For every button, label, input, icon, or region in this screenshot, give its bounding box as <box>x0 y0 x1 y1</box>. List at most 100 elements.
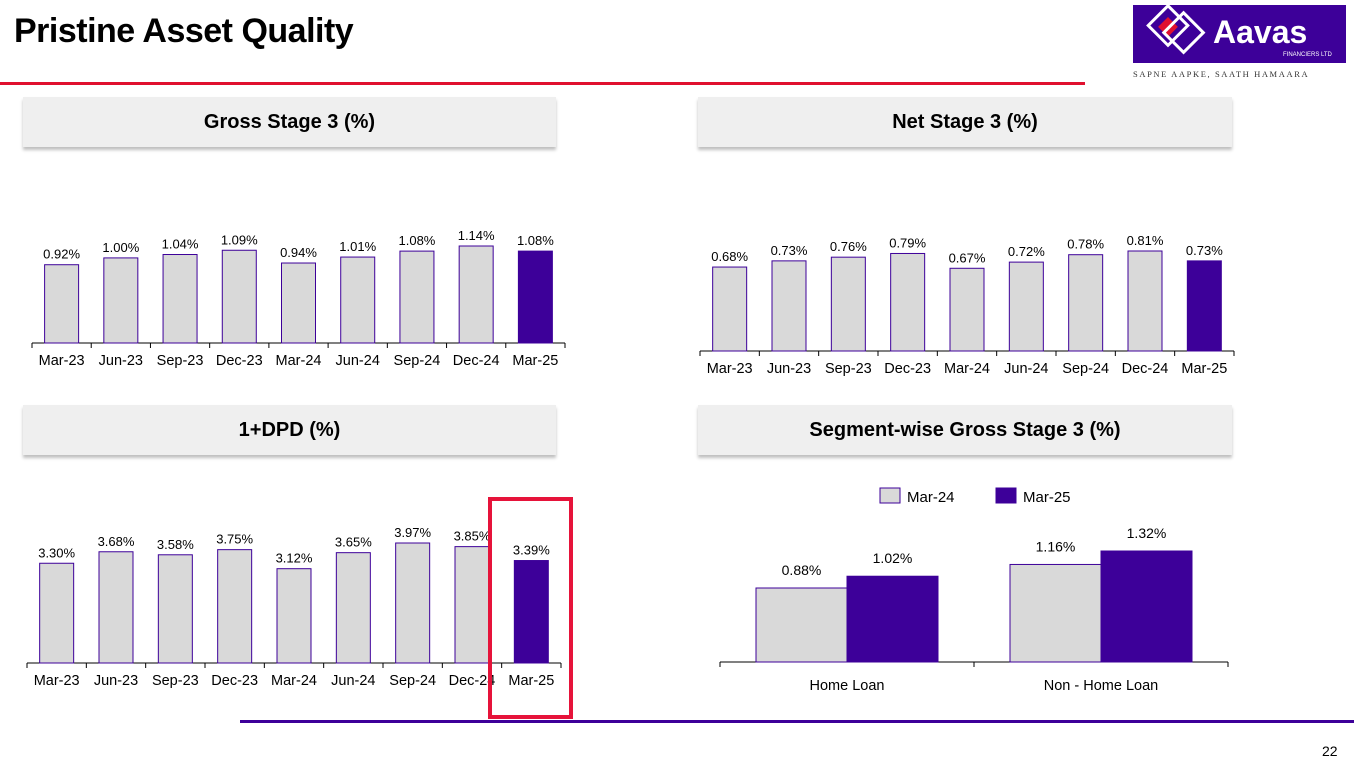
dpd-bar <box>454 546 490 664</box>
panel-header-net-stage3: Net Stage 3 (%) <box>698 97 1232 147</box>
dpd-tick-label: Jun-24 <box>331 673 375 689</box>
gross-data-label: 1.01% <box>339 239 376 254</box>
page-number: 22 <box>1322 743 1338 759</box>
segment-category-label: Non - Home Loan <box>1044 678 1158 694</box>
gross-tick-label: Jun-24 <box>336 353 380 369</box>
aavas-logo-icon: Aavas FINANCIERS LTD <box>1133 5 1346 63</box>
dpd-tick-label: Dec-24 <box>449 673 496 689</box>
gross-tick-label: Mar-25 <box>512 353 558 369</box>
gross-data-label: 0.92% <box>43 247 80 262</box>
net-data-label: 0.79% <box>889 235 926 250</box>
gross-data-label: 1.09% <box>221 232 258 247</box>
page-title: Pristine Asset Quality <box>14 12 354 50</box>
dpd-bar <box>513 560 549 664</box>
gross-data-label: 0.94% <box>280 245 317 260</box>
dpd-tick-label: Mar-25 <box>508 673 554 689</box>
dpd-bar <box>157 554 193 664</box>
net-tick-label: Mar-23 <box>707 361 753 377</box>
footer-rule <box>240 720 1354 723</box>
net-bar <box>712 266 748 352</box>
gross-tick-label: Dec-23 <box>216 353 263 369</box>
gross-bar <box>103 257 139 344</box>
dpd-bar <box>395 542 431 664</box>
segment-bar-mar-25 <box>846 575 939 663</box>
svg-text:FINANCIERS LTD: FINANCIERS LTD <box>1283 52 1333 58</box>
gross-tick-label: Mar-24 <box>276 353 322 369</box>
gross-bar <box>44 264 80 344</box>
svg-text:Aavas: Aavas <box>1213 14 1307 50</box>
net-bar <box>1008 261 1044 352</box>
dpd-bar <box>276 568 312 664</box>
segment-legend-swatch <box>879 487 901 504</box>
segment-legend-label: Mar-25 <box>1023 489 1071 506</box>
panel-header-dpd: 1+DPD (%) <box>23 405 556 455</box>
net-data-label: 0.67% <box>949 250 986 265</box>
gross-data-label: 1.08% <box>399 233 436 248</box>
company-logo: Aavas FINANCIERS LTD SAPNE AAPKE, SAATH … <box>1133 5 1346 79</box>
net-data-label: 0.76% <box>830 239 867 254</box>
gross-bar <box>221 249 257 344</box>
net-tick-label: Jun-24 <box>1004 361 1048 377</box>
net-bar <box>1127 250 1163 352</box>
gross-bar <box>458 245 494 344</box>
dpd-tick-label: Jun-23 <box>94 673 138 689</box>
dpd-tick-label: Dec-23 <box>211 673 258 689</box>
gross-tick-label: Jun-23 <box>99 353 143 369</box>
mar25-highlight-box <box>488 497 573 719</box>
dpd-tick-label: Sep-24 <box>389 673 436 689</box>
net-bar <box>1186 260 1222 352</box>
dpd-data-label: 3.30% <box>38 545 75 560</box>
dpd-data-label: 3.39% <box>513 543 550 558</box>
gross-bar <box>340 256 376 344</box>
gross-data-label: 1.00% <box>102 240 139 255</box>
net-bar <box>830 256 866 352</box>
dpd-data-label: 3.68% <box>98 534 135 549</box>
segment-data-label: 1.32% <box>1127 525 1167 541</box>
net-data-label: 0.73% <box>771 243 808 258</box>
dpd-bar <box>335 552 371 664</box>
net-tick-label: Dec-24 <box>1122 361 1169 377</box>
segment-legend-swatch <box>995 487 1017 504</box>
net-tick-label: Sep-23 <box>825 361 872 377</box>
gross-tick-label: Sep-24 <box>394 353 441 369</box>
net-tick-label: Mar-24 <box>944 361 990 377</box>
net-bar <box>890 252 926 352</box>
dpd-data-label: 3.58% <box>157 537 194 552</box>
segment-bar-mar-24 <box>1009 563 1102 663</box>
segment-legend-label: Mar-24 <box>907 489 955 506</box>
dpd-data-label: 3.97% <box>394 525 431 540</box>
gross-tick-label: Dec-24 <box>453 353 500 369</box>
segment-data-label: 0.88% <box>782 562 822 578</box>
net-tick-label: Mar-25 <box>1181 361 1227 377</box>
dpd-bar <box>39 562 75 664</box>
net-tick-label: Jun-23 <box>767 361 811 377</box>
logo-tagline: SAPNE AAPKE, SAATH HAMAARA <box>1133 69 1310 79</box>
gross-data-label: 1.04% <box>162 237 199 252</box>
gross-tick-label: Sep-23 <box>157 353 204 369</box>
dpd-data-label: 3.85% <box>454 529 491 544</box>
gross-data-label: 1.08% <box>517 233 554 248</box>
dpd-bar <box>98 551 134 664</box>
gross-bar <box>399 250 435 344</box>
segment-bar-mar-25 <box>1100 550 1193 663</box>
net-tick-label: Dec-23 <box>884 361 931 377</box>
net-bar <box>949 267 985 352</box>
dpd-bar <box>217 549 253 664</box>
segment-data-label: 1.02% <box>873 550 913 566</box>
net-data-label: 0.78% <box>1067 237 1104 252</box>
gross-tick-label: Mar-23 <box>39 353 85 369</box>
panel-header-segment: Segment-wise Gross Stage 3 (%) <box>698 405 1232 455</box>
dpd-data-label: 3.75% <box>216 532 253 547</box>
dpd-tick-label: Mar-23 <box>34 673 80 689</box>
net-tick-label: Sep-24 <box>1062 361 1109 377</box>
dpd-data-label: 3.65% <box>335 535 372 550</box>
gross-bar <box>281 262 316 344</box>
dpd-tick-label: Sep-23 <box>152 673 199 689</box>
net-data-label: 0.68% <box>711 249 748 264</box>
net-bar <box>771 260 807 352</box>
gross-bar <box>162 254 198 344</box>
dpd-tick-label: Mar-24 <box>271 673 317 689</box>
segment-data-label: 1.16% <box>1036 538 1076 554</box>
gross-bar <box>517 250 553 344</box>
panel-header-gross-stage3: Gross Stage 3 (%) <box>23 97 556 147</box>
